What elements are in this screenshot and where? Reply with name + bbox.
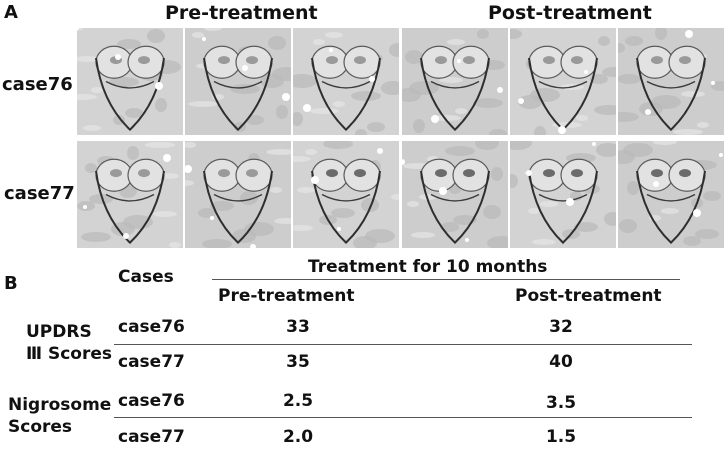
mri-tile [77,141,183,248]
brainstem-scan [77,28,183,135]
mri-tile [293,28,399,135]
table-row-rule [114,344,692,345]
mri-tile [510,28,616,135]
mri-tile [402,141,508,248]
brainstem-scan [402,141,508,248]
table-cell-pre: 2.5 [282,391,314,411]
table-row-case: case76 [118,391,185,411]
group-label-nigrosome-line-1: Nigrosome [8,395,112,415]
sub-header-post: Post-treatment [515,286,662,306]
table-row-rule [114,417,692,418]
group-label-updrs-line-2: Ⅲ Scores [26,344,113,364]
table-cell-pre: 33 [286,317,310,337]
mri-tile [510,141,616,248]
sub-header-pre: Pre-treatment [218,286,355,306]
mri-tile [77,28,183,135]
row-label-case76: case76 [2,74,73,95]
brainstem-scan [185,141,291,248]
brainstem-scan [618,28,724,135]
panel-a-letter: A [4,2,18,23]
group-header-rule [212,279,680,280]
row-label-case77: case77 [4,183,75,204]
table-cell-post: 1.5 [545,427,577,447]
group-label-updrs: UPDRS Ⅲ Scores [26,321,113,365]
brainstem-scan [77,141,183,248]
cases-header: Cases [118,267,174,287]
mri-tile [402,28,508,135]
table-cell-pre: 35 [286,352,310,372]
group-label-nigrosome: Nigrosome Scores [8,394,111,438]
table-cell-post: 40 [549,352,573,372]
brainstem-scan [293,141,399,248]
table-row-case: case77 [118,427,185,447]
table-row-case: case76 [118,317,185,337]
table-cell-post: 3.5 [545,393,577,413]
mri-tile [185,141,291,248]
mri-tile [618,28,724,135]
brainstem-scan [185,28,291,135]
mri-tile [618,141,724,248]
brainstem-scan [293,28,399,135]
group-label-nigrosome-line-2: Scores [8,417,73,437]
brainstem-scan [618,141,724,248]
column-header-pre: Pre-treatment [165,2,318,24]
brainstem-scan [510,141,616,248]
panel-b-letter: B [4,273,18,294]
mri-tile [185,28,291,135]
column-header-post: Post-treatment [488,2,652,24]
table-cell-pre: 2.0 [282,427,314,447]
mri-tile [293,141,399,248]
table-row-case: case77 [118,352,185,372]
brainstem-scan [510,28,616,135]
group-label-updrs-line-1: UPDRS [26,322,92,342]
brainstem-scan [402,28,508,135]
group-header: Treatment for 10 months [308,257,548,277]
table-cell-post: 32 [549,317,573,337]
